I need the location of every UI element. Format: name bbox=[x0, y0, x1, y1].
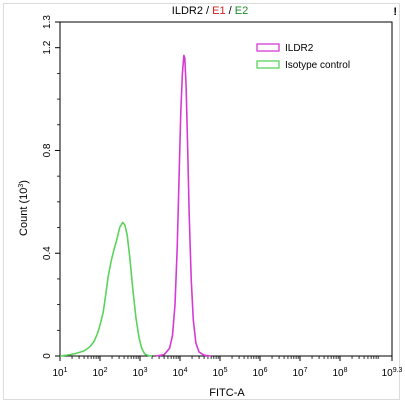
x-tick-label: 105 bbox=[212, 367, 227, 379]
y-tick-label: 0 bbox=[42, 353, 53, 359]
legend-swatch bbox=[256, 43, 280, 52]
chart-title: ILDR2 / E1 / E2 bbox=[172, 5, 248, 17]
x-tick-label: 104 bbox=[172, 367, 187, 379]
legend-swatch bbox=[256, 60, 280, 69]
legend: ILDR2 Isotype control bbox=[256, 43, 350, 71]
x-tick-label: 102 bbox=[92, 367, 107, 379]
y-tick-label: 1.3 bbox=[42, 15, 53, 29]
x-tick-label: 106 bbox=[252, 367, 267, 379]
y-tick-label: 1.2 bbox=[42, 40, 53, 54]
title-part: / bbox=[203, 5, 212, 17]
x-tick-label: 107 bbox=[292, 367, 307, 379]
x-tick-label: 109.3 bbox=[382, 367, 403, 379]
legend-label: ILDR2 bbox=[285, 43, 314, 54]
axes: 101 102 103 104 105 106 107 108 109.3 0 0.4 0.8 1.2 1… bbox=[42, 15, 403, 379]
y-tick-label: 0.4 bbox=[42, 246, 53, 260]
corner-warning-mark: ! bbox=[393, 6, 397, 18]
title-part: / bbox=[226, 5, 235, 17]
chart-frame bbox=[3, 3, 400, 400]
legend-label: Isotype control bbox=[285, 60, 350, 71]
title-part: ILDR2 bbox=[172, 5, 203, 17]
series-line-isotype-control bbox=[59, 221, 153, 357]
series-line-ildr2 bbox=[155, 54, 212, 357]
x-tick-label: 101 bbox=[52, 367, 67, 379]
y-axis-title: Count (103) bbox=[18, 180, 30, 236]
title-part: E2 bbox=[235, 5, 248, 17]
plot-area bbox=[59, 21, 393, 357]
x-axis-title: FITC-A bbox=[209, 387, 245, 399]
y-tick-label: 0.8 bbox=[42, 143, 53, 157]
x-tick-label: 108 bbox=[332, 367, 347, 379]
title-part: E1 bbox=[212, 5, 225, 17]
series-group bbox=[59, 54, 212, 357]
plot-border bbox=[59, 21, 393, 357]
x-tick-label: 103 bbox=[132, 367, 147, 379]
